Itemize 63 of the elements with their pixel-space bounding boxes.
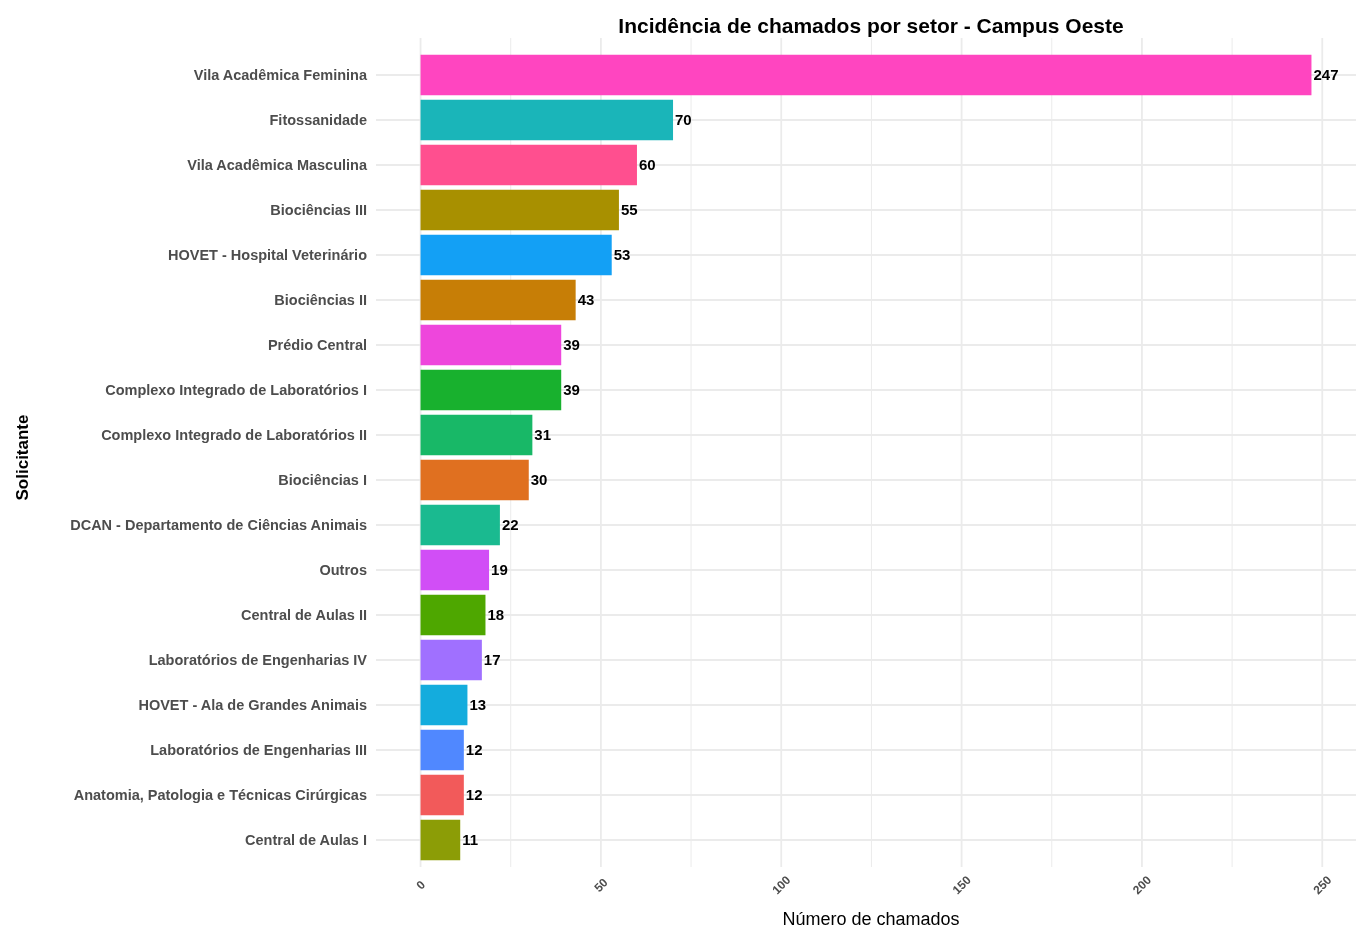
y-tick-label: DCAN - Departamento de Ciências Animais [70,517,367,534]
data-label: 70 [675,111,692,129]
y-tick-label: Fitossanidade [269,112,367,129]
data-label: 39 [563,381,580,399]
data-label: 30 [530,471,548,489]
data-label: 53 [613,246,631,264]
data-label: 13 [469,696,487,714]
y-tick-label: Outros [319,562,367,579]
data-label: 19 [491,561,508,579]
bar [420,414,533,456]
y-tick-label: Biociências III [270,202,367,219]
bar [420,54,1312,96]
y-tick-label: Central de Aulas I [245,832,367,849]
data-label: 22 [501,516,519,534]
data-label: 60 [638,156,656,174]
y-tick-label: HOVET - Ala de Grandes Animais [138,697,367,714]
data-label: 31 [534,426,552,444]
chart-title: Incidência de chamados por setor - Campus Oeste [618,14,1124,37]
bar [420,324,562,366]
y-tick-label: Biociências I [278,472,367,489]
y-tick-label: Complexo Integrado de Laboratórios I [105,382,367,399]
data-label: 12 [465,786,483,804]
y-tick-label: Vila Acadêmica Feminina [193,67,368,84]
data-label: 247 [1313,66,1339,84]
data-label: 11 [462,831,479,849]
y-tick-label: Central de Aulas II [241,607,367,624]
data-label: 18 [487,606,505,624]
bar [420,99,674,141]
bar [420,684,468,726]
data-label: 12 [465,741,483,759]
bar [420,189,619,231]
bar [420,729,464,771]
bar [420,459,529,501]
data-label: 43 [577,291,595,309]
y-tick-label: Vila Acadêmica Masculina [187,157,368,174]
bar [420,234,612,276]
x-tick-label: 200 [1130,872,1155,898]
bar [420,144,637,186]
data-label: 39 [563,336,580,354]
bar [420,279,576,321]
x-tick-label: 100 [769,872,794,898]
y-tick-label: Complexo Integrado de Laboratórios II [101,427,367,444]
y-tick-label: Anatomia, Patologia e Técnicas Cirúrgicas [73,787,367,804]
data-label: 55 [620,201,638,219]
bar [420,774,464,816]
x-tick-label: 250 [1310,872,1335,898]
y-tick-label: HOVET - Hospital Veterinário [167,247,368,264]
y-tick-label: Laboratórios de Engenharias III [150,742,367,759]
y-tick-label: Laboratórios de Engenharias IV [148,652,368,669]
bar [420,594,486,636]
x-tick-label: 0 [413,877,429,893]
data-label: 17 [483,651,501,669]
bar [420,369,562,411]
bar [420,549,490,591]
x-axis-title: Número de chamados [782,909,960,929]
y-axis-title: Solicitante [13,414,32,501]
y-tick-label: Prédio Central [267,337,367,354]
bar [420,639,482,681]
bar [420,819,461,861]
y-tick-label: Biociências II [274,292,367,309]
x-tick-label: 150 [949,872,974,898]
x-tick-label: 50 [591,875,611,895]
bar [420,504,500,546]
